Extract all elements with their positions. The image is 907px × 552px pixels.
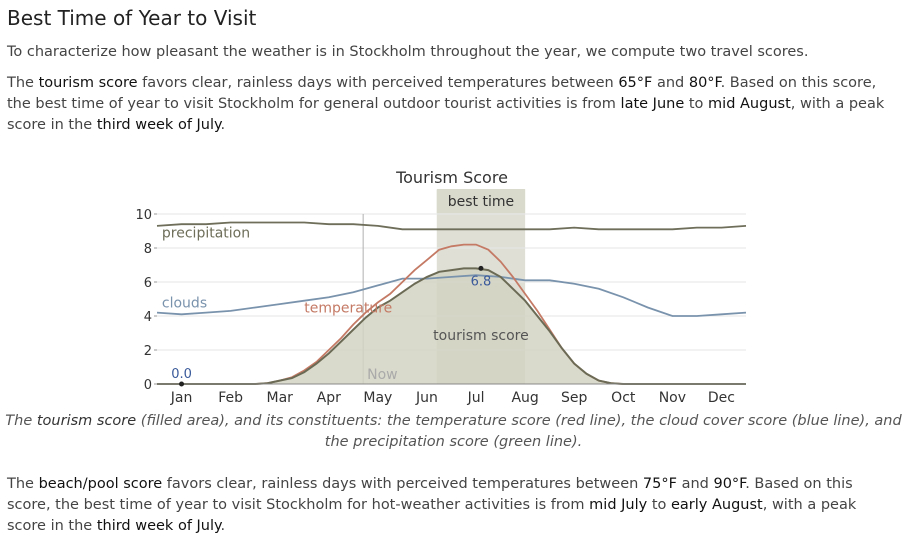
tourism-score-area — [157, 268, 746, 384]
beach-paragraph: The beach/pool score favors clear, rainl… — [7, 474, 899, 537]
y-tick-label: 2 — [144, 344, 152, 359]
chart-title: Tourism Score — [395, 168, 508, 187]
annotation-dot — [478, 265, 484, 271]
tourism-score-term: tourism score — [38, 75, 138, 91]
text: . — [220, 117, 226, 133]
precipitation-line — [156, 221, 747, 231]
x-tick-label: Feb — [218, 390, 243, 406]
annotation-dot — [179, 381, 185, 387]
clouds-line — [156, 274, 747, 317]
temp-high: 80°F — [688, 75, 721, 91]
peak-week: third week of July — [96, 117, 221, 133]
text: , with a peak score in the — [7, 96, 885, 133]
intro-text: To characterize how pleasant the weather… — [7, 44, 809, 60]
clouds-label: clouds — [162, 296, 207, 312]
precipitation-label: precipitation — [162, 226, 250, 242]
tourism-score-line — [157, 267, 746, 385]
chart-svg: Tourism Score best time 0 2 4 6 8 10 Jan Feb Mar… — [135, 168, 747, 406]
y-tick-label: 6 — [144, 276, 152, 291]
text: and — [676, 476, 714, 492]
text: The — [7, 75, 39, 91]
y-tick-label: 4 — [144, 310, 152, 325]
y-tick-label: 8 — [144, 242, 152, 257]
tourism-paragraph: The tourism score favors clear, rainless… — [7, 73, 899, 136]
tourism-score-label: tourism score — [433, 328, 529, 344]
text: (filled area), and its constituents: the… — [136, 413, 902, 450]
text: , with a peak score in the — [7, 497, 857, 534]
x-tick-label: Aug — [511, 390, 538, 406]
text: to — [684, 96, 709, 112]
text: favors clear, rainless days with perceiv… — [137, 75, 619, 91]
y-tick-label: 10 — [135, 208, 152, 223]
chart-caption: The tourism score (filled area), and its… — [0, 411, 907, 453]
x-tick-label: May — [363, 390, 392, 406]
beach-temp-low: 75°F — [642, 476, 677, 492]
x-tick-label: Mar — [266, 390, 293, 406]
beach-score-term: beach/pool score — [38, 476, 163, 492]
x-tick-label: Apr — [317, 390, 341, 406]
best-start: late June — [620, 96, 685, 112]
tourism-score-chart: Tourism Score best time 0 2 4 6 8 10 Jan Feb Mar… — [0, 160, 907, 460]
beach-peak-week: third week of July — [96, 518, 221, 534]
series-labels: precipitation clouds temperature tourism sc… — [162, 226, 529, 387]
intro-paragraph: To characterize how pleasant the weather… — [7, 42, 899, 63]
best-time-label-bg — [436, 189, 526, 213]
temperature-label: temperature — [304, 301, 392, 317]
best-end: mid August — [708, 96, 791, 112]
annotation-label: 0.0 — [171, 367, 192, 382]
axes: 0 2 4 6 8 10 Jan Feb Mar Apr May Jun Jul Aug Sep Oct Nov… — [135, 208, 746, 406]
temp-low: 65°F — [618, 75, 653, 91]
x-tick-label: Jun — [415, 390, 438, 406]
text: to — [647, 497, 671, 513]
x-tick-label: Nov — [659, 390, 686, 406]
text: favors clear, rainless days with perceiv… — [162, 476, 643, 492]
text: The — [5, 413, 37, 429]
text: and — [652, 75, 689, 91]
text: The — [7, 476, 39, 492]
beach-start: mid July — [589, 497, 648, 513]
x-tick-label: Sep — [561, 390, 588, 406]
beach-temp-high: 90°F — [713, 476, 746, 492]
y-tick-label: 0 — [144, 378, 152, 393]
x-tick-label: Jan — [170, 390, 193, 406]
page-title: Best Time of Year to Visit — [7, 6, 257, 30]
now-label: Now — [367, 367, 398, 383]
x-tick-label: Jul — [467, 390, 485, 406]
beach-end: early August — [671, 497, 763, 513]
text: . Based on this score, the best time of … — [7, 75, 877, 112]
text: . Based on this score, the best time of … — [7, 476, 853, 513]
best-time-label: best time — [448, 194, 514, 210]
annotation-label: 6.8 — [471, 274, 492, 289]
text: . — [220, 518, 226, 534]
caption-score-term: tourism score — [36, 413, 137, 429]
x-tick-label: Dec — [708, 390, 735, 406]
x-tick-label: Oct — [611, 390, 636, 406]
